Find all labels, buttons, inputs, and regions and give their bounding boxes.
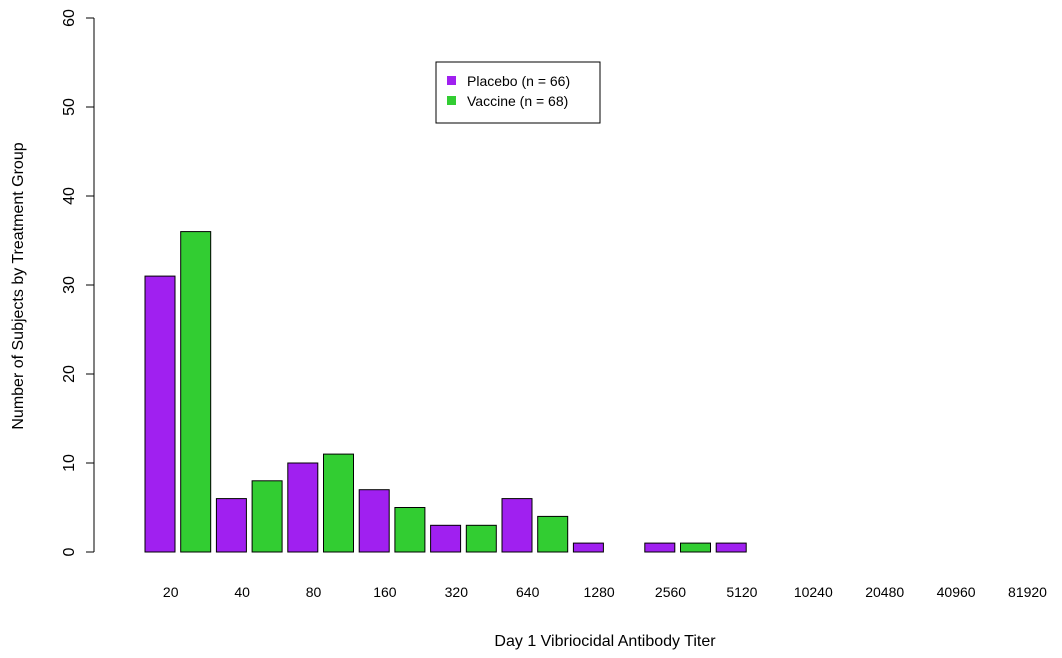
bar-vaccine-160: [394, 507, 426, 553]
y-axis-label: Number of Subjects by Treatment Group: [10, 142, 27, 429]
x-tick-label: 20: [163, 584, 179, 600]
bar-vaccine-20: [180, 231, 212, 553]
y-axis-ticks: 0 10 20 30 40 50 60: [61, 9, 94, 556]
x-tick-label: 5120: [726, 584, 757, 600]
x-tick-label: 1280: [584, 584, 615, 600]
bar-vaccine-320: [465, 524, 497, 553]
x-tick-label: 40960: [937, 584, 976, 600]
bar-placebo-160: [358, 489, 390, 553]
bar-placebo-40: [215, 498, 247, 553]
y-tick-label: 50: [61, 98, 78, 116]
y-tick-label: 0: [61, 547, 78, 556]
bar-placebo-80: [287, 462, 319, 553]
y-tick-label: 10: [61, 454, 78, 472]
bar-placebo-1280: [572, 542, 604, 553]
bar-vaccine-2560: [680, 542, 711, 553]
x-tick-label: 10240: [794, 584, 833, 600]
legend-label-vaccine: Vaccine (n = 68): [467, 93, 568, 109]
bar-vaccine-80: [323, 453, 354, 553]
y-tick-label: 20: [61, 365, 78, 383]
y-tick-label: 40: [61, 187, 78, 205]
legend-label-placebo: Placebo (n = 66): [467, 73, 570, 89]
x-tick-label: 40: [234, 584, 250, 600]
bar-vaccine-40: [251, 480, 283, 553]
x-tick-label: 20480: [865, 584, 904, 600]
x-tick-label: 320: [445, 584, 469, 600]
x-axis-tick-labels: 20 40 80 160 320 640 1280 2560 5120 10240 20480 409…: [163, 584, 1047, 600]
bar-placebo-320: [430, 524, 462, 553]
x-tick-label: 160: [373, 584, 397, 600]
x-axis-label: Day 1 Vibriocidal Antibody Titer: [494, 633, 716, 650]
x-tick-label: 81920: [1008, 584, 1047, 600]
y-tick-label: 30: [61, 276, 78, 294]
legend-box: [435, 61, 601, 124]
bar-placebo-5120: [715, 542, 747, 553]
bar-vaccine-640: [537, 515, 569, 553]
legend-swatch-placebo: [447, 76, 456, 85]
bars: [144, 231, 747, 553]
bar-placebo-20: [144, 275, 176, 553]
y-tick-label: 60: [61, 9, 78, 27]
legend: Placebo (n = 66) Vaccine (n = 68): [435, 61, 601, 124]
x-tick-label: 2560: [655, 584, 686, 600]
legend-swatch-vaccine: [447, 96, 456, 105]
bar-placebo-2560: [644, 542, 676, 553]
x-tick-label: 80: [306, 584, 322, 600]
x-tick-label: 640: [516, 584, 540, 600]
bar-placebo-640: [501, 498, 533, 553]
